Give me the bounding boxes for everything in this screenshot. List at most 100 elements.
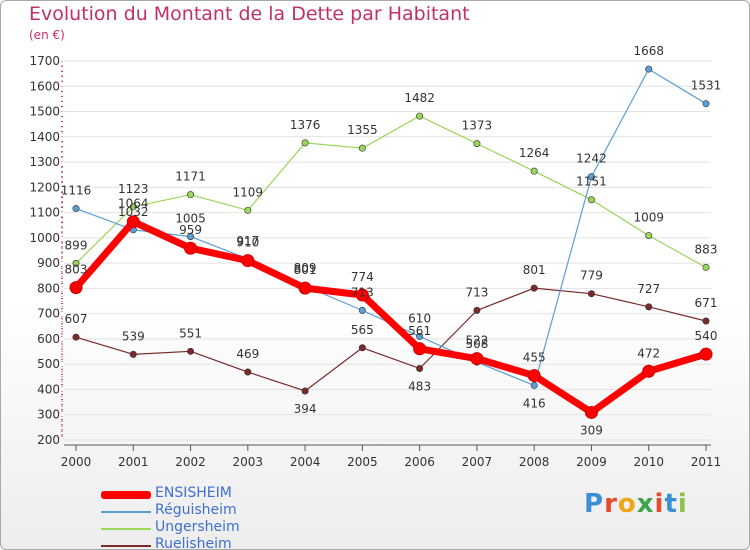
x-tick-label: 2010 [633,455,664,469]
x-tick-label: 2001 [118,455,149,469]
y-tick-label: 700 [37,307,60,321]
data-point [301,387,309,395]
series-line-ensisheim [72,218,710,416]
logo-letter: o [617,489,637,519]
y-tick-label: 1300 [29,155,60,169]
legend-item: Ungersheim [101,519,321,536]
data-point [301,139,309,147]
data-label: 671 [695,296,718,310]
proxiti-logo: Proxiti [584,489,688,519]
legend-item: ENSISHEIM [101,485,321,502]
chart-unit-label: (en €) [29,28,65,42]
data-label: 522 [465,334,488,348]
x-tick-label: 2009 [576,455,607,469]
x-tick-label: 2003 [233,455,264,469]
y-tick-label: 1000 [29,231,60,245]
data-label: 483 [408,379,431,393]
y-tick-label: 400 [37,382,60,396]
data-label: 607 [65,312,88,326]
data-label: 1032 [118,205,149,219]
x-tick-label: 2000 [61,455,92,469]
data-point [413,342,427,356]
data-label: 309 [580,423,603,437]
data-label: 917 [236,234,259,248]
y-tick-label: 900 [37,256,60,270]
data-label: 1151 [576,175,607,189]
data-point [645,232,653,240]
data-point [470,352,484,366]
data-point [587,196,595,204]
data-label: 472 [637,346,660,360]
chart-title: Evolution du Montant de la Dette par Hab… [29,3,470,25]
y-tick-label: 500 [37,357,60,371]
data-point [358,306,366,314]
data-point [530,381,538,389]
legend-label: Ruelisheim [155,536,232,550]
data-label: 565 [351,323,374,337]
y-tick-label: 300 [37,408,60,422]
y-tick-label: 600 [37,332,60,346]
data-label: 1373 [462,119,493,133]
y-tick-label: 1400 [29,130,60,144]
data-label: 610 [408,311,431,325]
data-label: 1009 [633,211,664,225]
x-tick-label: 2008 [519,455,550,469]
data-point [126,215,140,229]
data-label: 959 [179,223,202,237]
data-point [702,317,710,325]
x-tick-label: 2011 [691,455,722,469]
data-point [358,144,366,152]
data-label: 1109 [233,185,264,199]
data-point [702,100,710,108]
data-label: 801 [523,263,546,277]
data-point [241,254,255,268]
data-point [473,140,481,148]
chart-legend: ENSISHEIM Réguisheim Ungersheim Ruelisheim [101,485,321,550]
data-point [187,233,195,241]
data-label: 774 [351,270,374,284]
data-label: 1171 [175,170,206,184]
data-label: 508 [465,337,488,351]
data-label: 779 [580,269,603,283]
data-point [358,344,366,352]
data-label: 1482 [404,91,435,105]
data-label: 1355 [347,123,378,137]
data-label: 883 [695,242,718,256]
data-label: 809 [294,261,317,275]
data-point [244,206,252,214]
data-point [645,303,653,311]
data-label: 1668 [633,44,664,58]
data-label: 1376 [290,118,321,132]
data-point [416,112,424,120]
x-tick-label: 2002 [175,455,206,469]
data-label: 1116 [61,184,92,198]
logo-letter: i [654,489,665,519]
y-tick-label: 200 [37,433,60,447]
data-point [527,369,541,383]
data-point [416,364,424,372]
data-label: 455 [523,351,546,365]
legend-swatch [101,544,151,547]
data-label: 803 [65,263,88,277]
data-point [129,350,137,358]
legend-item: Réguisheim [101,502,321,519]
data-point [129,203,137,211]
data-point [530,284,538,292]
data-point [587,290,595,298]
series-line-ruelisheim [75,287,707,392]
data-point [355,288,369,302]
data-label: 1064 [118,197,149,211]
logo-letter: P [584,489,605,519]
y-tick-label: 1600 [29,79,60,93]
data-point [184,241,198,255]
data-label: 1005 [175,212,206,226]
legend-swatch [101,527,151,530]
legend-swatch [101,490,151,499]
data-point [702,263,710,271]
data-point [69,281,83,295]
legend-label: ENSISHEIM [155,485,232,501]
legend-item: Ruelisheim [101,536,321,550]
logo-letter: r [604,489,618,519]
data-label: 1264 [519,146,550,160]
